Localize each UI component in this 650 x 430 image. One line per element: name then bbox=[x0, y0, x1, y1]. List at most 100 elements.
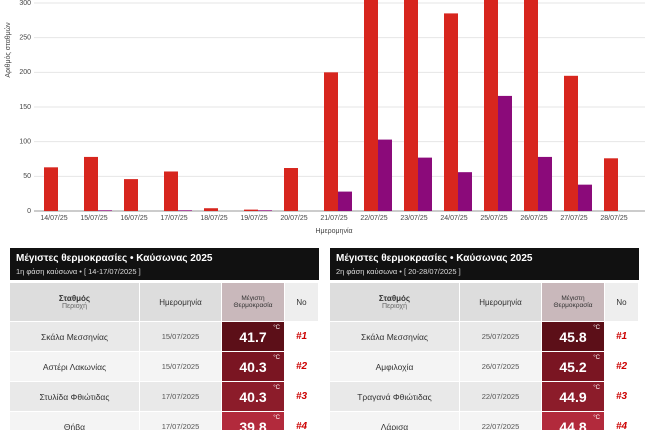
table-cell: 39.8 °C bbox=[222, 412, 285, 430]
table-cell: 17/07/2025 bbox=[140, 412, 222, 430]
table-subtitle: 2η φάση καύσωνα • [ 20-28/07/2025 ] bbox=[336, 267, 461, 276]
y-tick-label: 50 bbox=[23, 173, 31, 180]
column-header-text: Περιοχή bbox=[62, 303, 87, 310]
y-tick-label: 200 bbox=[19, 69, 31, 76]
unit: °C bbox=[593, 355, 600, 361]
table-cell: 45.2 °C bbox=[542, 352, 605, 382]
table-cell: 22/07/2025 bbox=[460, 382, 542, 412]
column-header: Μέγιστη Θερμοκρασία bbox=[542, 283, 605, 322]
table-cell: 15/07/2025 bbox=[140, 322, 222, 352]
column-header: Μέγιστη Θερμοκρασία bbox=[222, 283, 285, 322]
column-header-text: Θερμοκρασία bbox=[233, 302, 273, 309]
column-header: Ημερομηνία bbox=[140, 283, 222, 322]
bar bbox=[578, 184, 592, 211]
x-tick-label: 26/07/25 bbox=[520, 215, 547, 222]
y-tick-label: 250 bbox=[19, 35, 31, 42]
column-header-text: Νο bbox=[296, 297, 307, 307]
column-header-text: Σταθμός bbox=[378, 294, 411, 303]
table-cell: 22/07/2025 bbox=[460, 412, 542, 430]
cell-text: #4 bbox=[615, 421, 628, 430]
cell-text: Σκάλα Μεσσηνίας bbox=[41, 331, 108, 342]
x-tick-label: 22/07/25 bbox=[360, 215, 387, 222]
bar bbox=[98, 210, 112, 211]
table-cell: Αμφιλοχία bbox=[330, 352, 460, 382]
table-cell: Λάρισα bbox=[330, 412, 460, 430]
table-cell: #3 bbox=[605, 382, 639, 412]
y-axis-label: Αριθμός σταθμών bbox=[4, 22, 12, 78]
table-cell: #4 bbox=[285, 412, 319, 430]
cell-text: Στυλίδα Φθιώτιδας bbox=[39, 391, 110, 402]
cell-text: Τραγανά Φθιώτιδας bbox=[357, 391, 432, 402]
table-cell: Σκάλα Μεσσηνίας bbox=[330, 322, 460, 352]
cell-text: 45.2 bbox=[559, 358, 587, 375]
x-tick-label: 21/07/25 bbox=[320, 215, 347, 222]
cell-text: 15/07/2025 bbox=[161, 362, 200, 371]
cell-text: 26/07/2025 bbox=[481, 362, 520, 371]
bar bbox=[244, 209, 258, 211]
bar bbox=[444, 13, 458, 212]
x-tick-label: 17/07/25 bbox=[160, 215, 187, 222]
bar bbox=[538, 156, 552, 211]
cell-text: 17/07/2025 bbox=[161, 392, 200, 401]
table-title: Μέγιστες θερμοκρασίες • Καύσωνας 2025 bbox=[336, 253, 533, 264]
table-cell: 40.3 °C bbox=[222, 382, 285, 412]
bar bbox=[164, 171, 178, 211]
bar bbox=[204, 208, 218, 211]
x-tick-label: 20/07/25 bbox=[280, 215, 307, 222]
bar bbox=[378, 139, 392, 211]
column-header-text: Ημερομηνία bbox=[159, 297, 202, 307]
cell-text: 22/07/2025 bbox=[481, 392, 520, 401]
cell-text: 39.8 bbox=[239, 418, 267, 430]
y-tick-label: 150 bbox=[19, 104, 31, 111]
cell-text: 41.7 bbox=[239, 328, 267, 345]
table-cell: #4 bbox=[605, 412, 639, 430]
table-cell: 44.9 °C bbox=[542, 382, 605, 412]
bar bbox=[338, 191, 352, 211]
table-cell: 17/07/2025 bbox=[140, 382, 222, 412]
cell-text: #3 bbox=[615, 391, 628, 402]
cell-text: Αμφιλοχία bbox=[375, 361, 414, 372]
cell-text: 44.9 bbox=[559, 388, 587, 405]
cell-text: 22/07/2025 bbox=[481, 422, 520, 430]
column-header: Ημερομηνία bbox=[460, 283, 542, 322]
y-tick-label: 100 bbox=[19, 139, 31, 146]
bar bbox=[498, 95, 512, 211]
table-header: Μέγιστες θερμοκρασίες • Καύσωνας 2025 2η … bbox=[330, 248, 639, 280]
table-cell: #2 bbox=[285, 352, 319, 382]
unit: °C bbox=[273, 325, 280, 331]
bar bbox=[404, 0, 418, 212]
x-tick-label: 24/07/25 bbox=[440, 215, 467, 222]
y-tick-label: 0 bbox=[27, 208, 31, 215]
bar bbox=[484, 0, 498, 212]
table-cell: 25/07/2025 bbox=[460, 322, 542, 352]
column-header: Νο bbox=[285, 283, 319, 322]
unit: °C bbox=[593, 385, 600, 391]
table-cell: 44.8 °C bbox=[542, 412, 605, 430]
cell-text: #4 bbox=[295, 421, 308, 430]
table-cell: Τραγανά Φθιώτιδας bbox=[330, 382, 460, 412]
cell-text: Θήβα bbox=[63, 421, 86, 430]
cell-text: #2 bbox=[615, 361, 628, 372]
column-header-text: Ημερομηνία bbox=[479, 297, 522, 307]
column-header-text: Νο bbox=[616, 297, 627, 307]
table-cell: Αστέρι Λακωνίας bbox=[10, 352, 140, 382]
column-header: Νο bbox=[605, 283, 639, 322]
cell-text: 17/07/2025 bbox=[161, 422, 200, 430]
x-tick-label: 18/07/25 bbox=[200, 215, 227, 222]
bar bbox=[524, 0, 538, 212]
x-axis-label: Ημερομηνία bbox=[315, 227, 352, 235]
unit: °C bbox=[273, 415, 280, 421]
x-tick-label: 19/07/25 bbox=[240, 215, 267, 222]
cell-text: #2 bbox=[295, 361, 308, 372]
table-header: Μέγιστες θερμοκρασίες • Καύσωνας 2025 1η … bbox=[10, 248, 319, 280]
cell-text: 40.3 bbox=[239, 358, 267, 375]
column-header-text: Μέγιστη bbox=[561, 295, 585, 302]
table-cell: 15/07/2025 bbox=[140, 352, 222, 382]
x-tick-label: 28/07/25 bbox=[600, 215, 627, 222]
table-cell: Θήβα bbox=[10, 412, 140, 430]
chart: Αριθμός σταθμών Ημερομηνία 0 50 100 150 200 2… bbox=[4, 0, 645, 235]
cell-text: 25/07/2025 bbox=[481, 332, 520, 341]
bar bbox=[84, 156, 98, 211]
bar bbox=[124, 179, 138, 211]
